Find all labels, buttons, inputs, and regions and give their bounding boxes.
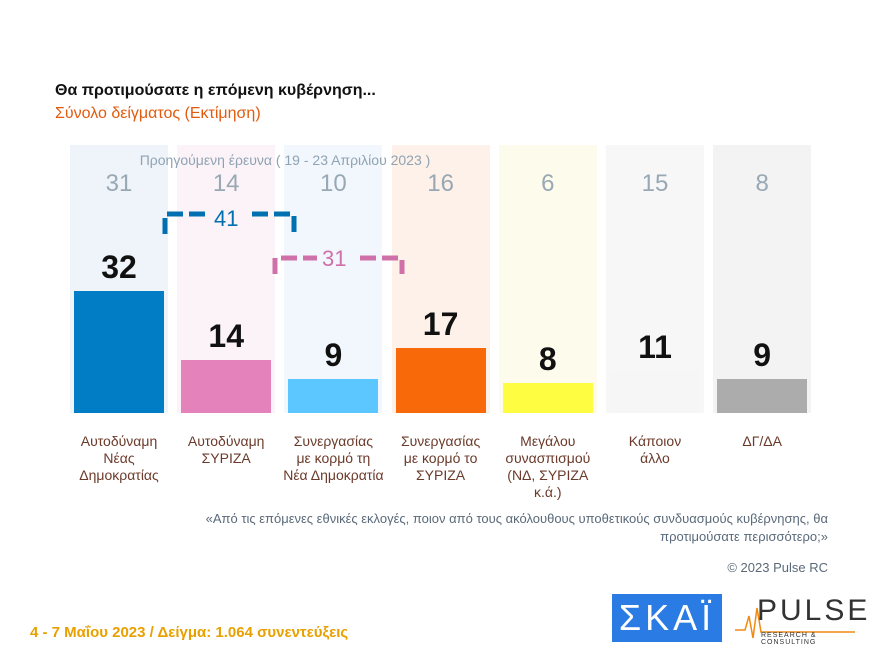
previous-value-label: 10 bbox=[320, 170, 347, 197]
value-label: 9 bbox=[753, 336, 772, 373]
category-label: Μεγάλου συνασπισμού (ΝΔ, ΣΥΡΙΖΑ κ.ά.) bbox=[493, 433, 603, 501]
bracket-label: 41 bbox=[214, 206, 239, 231]
bar bbox=[395, 348, 486, 413]
value-label: 11 bbox=[638, 329, 672, 366]
copyright: © 2023 Pulse RC bbox=[727, 560, 828, 575]
bar bbox=[288, 378, 379, 413]
category-label: Κάποιον άλλο bbox=[600, 433, 710, 467]
column-background bbox=[606, 145, 704, 413]
category-label-line: με κορμό τη bbox=[296, 450, 371, 466]
survey-footer: 4 - 7 Μαΐου 2023 / Δείγμα: 1.064 συνεντε… bbox=[30, 624, 349, 641]
category-label-line: ΣΥΡΙΖΑ bbox=[416, 467, 466, 483]
value-label: 17 bbox=[422, 306, 459, 343]
bracket-line bbox=[272, 255, 405, 274]
category-label-line: Συνεργασίας bbox=[293, 433, 373, 449]
chart-subtitle: Σύνολο δείγματος (Εκτίμηση) bbox=[55, 105, 261, 122]
category-label-line: Αυτοδύναμη bbox=[187, 433, 265, 449]
bar bbox=[610, 371, 700, 413]
value-label: 32 bbox=[101, 249, 137, 286]
pulse-logo-subtext: RESEARCH & CONSULTING bbox=[761, 632, 817, 646]
category-label-line: Αυτοδύναμη bbox=[80, 433, 158, 449]
bar bbox=[717, 378, 808, 413]
pulse-wave-icon bbox=[735, 607, 855, 639]
previous-value-label: 6 bbox=[541, 170, 555, 197]
category-label-line: άλλο bbox=[640, 450, 670, 466]
category-label-line: Μεγάλου bbox=[520, 433, 576, 449]
column-background bbox=[498, 145, 597, 413]
bar-core bbox=[407, 348, 474, 413]
pulse-logo: PULSE RESEARCH & CONSULTING bbox=[735, 594, 867, 646]
column-background bbox=[284, 145, 383, 413]
bracket-line bbox=[162, 211, 297, 234]
survey-question: «Από τις επόμενες εθνικές εκλογές, ποιον… bbox=[205, 511, 828, 544]
category-label-line: ΔΓ/ΔΑ bbox=[742, 433, 783, 449]
bar-core bbox=[729, 378, 796, 413]
category-label-line: συνασπισμού bbox=[505, 450, 591, 466]
category-label: Συνεργασίας με κορμό τη Νέα Δημοκρατία bbox=[278, 433, 388, 484]
category-label-line: Κάποιον bbox=[628, 433, 682, 449]
category-label: Αυτοδύναμη ΣΥΡΙΖΑ bbox=[171, 433, 281, 467]
bracket-label: 31 bbox=[322, 246, 347, 271]
bar bbox=[181, 359, 272, 413]
previous-value-label: 15 bbox=[641, 170, 669, 197]
category-label-line: Νέα Δημοκρατία bbox=[283, 467, 384, 483]
chart-title: Θα προτιμούσατε η επόμενη κυβέρνηση... bbox=[55, 82, 376, 99]
skai-logo: ΣΚΑΪ bbox=[612, 594, 722, 642]
category-label: ΔΓ/ΔΑ bbox=[707, 433, 817, 450]
value-label: 14 bbox=[208, 317, 244, 354]
previous-value-label: 16 bbox=[427, 170, 454, 197]
bar-core bbox=[514, 382, 581, 413]
value-label: 9 bbox=[324, 336, 343, 373]
pulse-logo-text: PULSE bbox=[757, 594, 871, 627]
bar-core bbox=[193, 359, 260, 413]
bar-core bbox=[86, 291, 152, 413]
value-label: 8 bbox=[538, 340, 557, 377]
category-label-line: με κορμό το bbox=[403, 450, 478, 466]
bar-core bbox=[300, 378, 367, 413]
previous-value-label: 31 bbox=[105, 170, 133, 197]
category-label: Συνεργασίας με κορμό το ΣΥΡΙΖΑ bbox=[386, 433, 496, 484]
category-label: Αυτοδύναμη Νέας Δημοκρατίας bbox=[64, 433, 174, 484]
category-label-line: ΣΥΡΙΖΑ bbox=[201, 450, 251, 466]
bar bbox=[502, 382, 593, 413]
previous-value-label: 8 bbox=[755, 170, 769, 197]
previous-survey-label: Προηγούμενη έρευνα ( 19 - 23 Απριλίου 20… bbox=[139, 152, 431, 168]
category-label-line: (ΝΔ, ΣΥΡΙΖΑ κ.ά.) bbox=[507, 467, 589, 500]
category-label-line: Νέας bbox=[103, 450, 135, 466]
category-label-line: Δημοκρατίας bbox=[79, 467, 159, 483]
category-label-line: Συνεργασίας bbox=[400, 433, 481, 449]
bar-core bbox=[622, 371, 688, 413]
bar bbox=[74, 291, 164, 413]
previous-value-label: 14 bbox=[212, 170, 240, 197]
column-background bbox=[713, 145, 812, 413]
